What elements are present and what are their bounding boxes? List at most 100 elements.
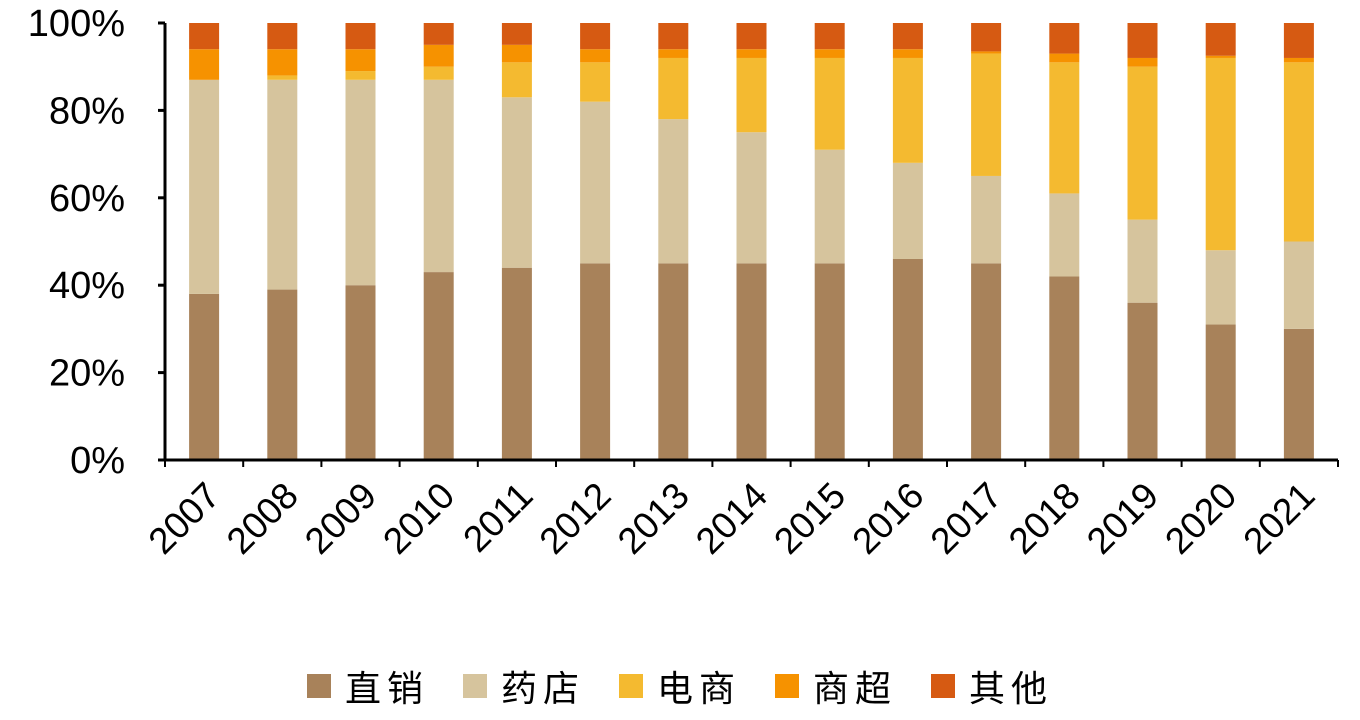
bar-segment-2015-4 xyxy=(814,23,845,50)
legend-label: 商超 xyxy=(813,669,898,710)
legend-label: 电商 xyxy=(656,669,741,710)
bar-segment-2011-1 xyxy=(501,97,532,268)
bar-segment-2019-2 xyxy=(1127,66,1158,220)
bar-segment-2019-3 xyxy=(1127,57,1158,67)
bar-segment-2010-1 xyxy=(423,79,454,273)
bar-segment-2021-1 xyxy=(1283,241,1314,329)
x-tick-label: 2017 xyxy=(923,475,1010,562)
x-tick-label: 2007 xyxy=(141,475,228,562)
bar-segment-2008-4 xyxy=(267,23,298,50)
bar-segment-2014-0 xyxy=(736,263,767,460)
bar-segment-2016-4 xyxy=(892,23,923,50)
bar-segment-2007-0 xyxy=(189,293,220,460)
bar-segment-2008-3 xyxy=(267,49,298,76)
bar-segment-2019-1 xyxy=(1127,219,1158,303)
bar-segment-2009-4 xyxy=(345,23,376,50)
bar-segment-2018-2 xyxy=(1049,62,1080,194)
bar-segment-2011-4 xyxy=(501,23,532,45)
bar-segment-2021-3 xyxy=(1283,57,1314,63)
bar-segment-2015-3 xyxy=(814,49,845,58)
x-tick-label: 2015 xyxy=(766,475,853,562)
bar-segment-2018-4 xyxy=(1049,23,1080,54)
bar-segment-2013-0 xyxy=(658,263,689,460)
bar-segment-2021-4 xyxy=(1283,23,1314,58)
bar-segment-2012-3 xyxy=(580,49,611,63)
y-tick-label: 100% xyxy=(28,3,125,45)
y-tick-label: 20% xyxy=(49,353,125,395)
legend-item: 商超 xyxy=(775,660,897,712)
y-tick-label: 80% xyxy=(49,90,125,132)
y-tick-label: 60% xyxy=(49,178,125,220)
bar-segment-2017-2 xyxy=(971,53,1002,176)
bar-segment-2013-2 xyxy=(658,57,689,120)
bar-segment-2020-0 xyxy=(1205,324,1236,460)
x-tick-label: 2012 xyxy=(532,475,619,562)
bar-segment-2014-1 xyxy=(736,132,767,264)
bar-segment-2012-4 xyxy=(580,23,611,50)
bar-segment-2010-4 xyxy=(423,23,454,45)
bar-segment-2020-2 xyxy=(1205,57,1236,251)
bar-segment-2014-4 xyxy=(736,23,767,50)
bar-segment-2018-0 xyxy=(1049,276,1080,460)
bar-segment-2016-0 xyxy=(892,258,923,460)
bar-segment-2013-3 xyxy=(658,49,689,58)
bar-segment-2013-1 xyxy=(658,119,689,264)
legend-item: 电商 xyxy=(618,660,741,712)
bar-segment-2017-0 xyxy=(971,263,1002,460)
legend: 直销 药店 电商 商超 其他 xyxy=(0,660,1360,712)
bar-segment-2007-1 xyxy=(189,79,220,294)
y-tick-label: 0% xyxy=(70,440,125,482)
legend-swatch xyxy=(462,674,487,698)
x-tick-label: 2021 xyxy=(1235,475,1322,562)
bar-segment-2012-0 xyxy=(580,263,611,460)
legend-item: 其他 xyxy=(931,660,1053,712)
legend-label: 直销 xyxy=(344,669,429,710)
bar-segment-2011-0 xyxy=(501,267,532,460)
bar-segment-2021-2 xyxy=(1283,62,1314,242)
bar-segment-2015-2 xyxy=(814,57,845,150)
bar-segment-2021-0 xyxy=(1283,328,1314,460)
x-tick-label: 2014 xyxy=(688,475,775,562)
bar-segment-2015-1 xyxy=(814,149,845,264)
x-tick-label: 2011 xyxy=(455,475,540,560)
y-tick-label: 40% xyxy=(49,265,125,307)
bar-segment-2014-3 xyxy=(736,49,767,58)
legend-swatch xyxy=(306,674,331,698)
bar-segment-2020-1 xyxy=(1205,250,1236,325)
bar-segment-2013-4 xyxy=(658,23,689,50)
bar-segment-2009-1 xyxy=(345,79,376,286)
bar-segment-2007-4 xyxy=(189,23,220,50)
x-tick-label: 2010 xyxy=(375,475,462,562)
bar-segment-2016-3 xyxy=(892,49,923,58)
bar-segment-2017-4 xyxy=(971,23,1002,52)
bar-segment-2007-3 xyxy=(189,49,220,80)
bar-segment-2018-3 xyxy=(1049,53,1080,63)
bar-segment-2019-0 xyxy=(1127,302,1158,460)
x-tick-label: 2008 xyxy=(219,475,306,562)
bar-segment-2019-4 xyxy=(1127,23,1158,58)
bar-segment-2012-2 xyxy=(580,62,611,102)
legend-label: 药店 xyxy=(500,669,585,710)
bar-segment-2015-0 xyxy=(814,263,845,460)
bar-segment-2017-3 xyxy=(971,51,1002,54)
bar-segment-2016-2 xyxy=(892,57,923,163)
bar-segment-2011-3 xyxy=(501,44,532,63)
x-tick-label: 2009 xyxy=(297,475,384,562)
legend-swatch xyxy=(775,674,799,698)
legend-swatch xyxy=(618,674,643,698)
bar-segment-2017-1 xyxy=(971,175,1002,264)
x-tick-label: 2020 xyxy=(1157,475,1244,562)
x-tick-label: 2019 xyxy=(1079,475,1166,562)
legend-item: 直销 xyxy=(306,660,429,712)
bar-segment-2009-0 xyxy=(345,285,376,460)
bar-segment-2009-3 xyxy=(345,49,376,72)
bar-segment-2008-2 xyxy=(267,75,298,80)
bar-segment-2020-4 xyxy=(1205,23,1236,56)
x-tick-label: 2016 xyxy=(844,475,931,562)
bar-segment-2008-1 xyxy=(267,79,298,290)
bar-segment-2014-2 xyxy=(736,57,767,133)
legend-item: 药店 xyxy=(462,660,585,712)
bar-segment-2011-2 xyxy=(501,62,532,98)
bar-segment-2009-2 xyxy=(345,71,376,80)
bar-segment-2016-1 xyxy=(892,162,923,259)
